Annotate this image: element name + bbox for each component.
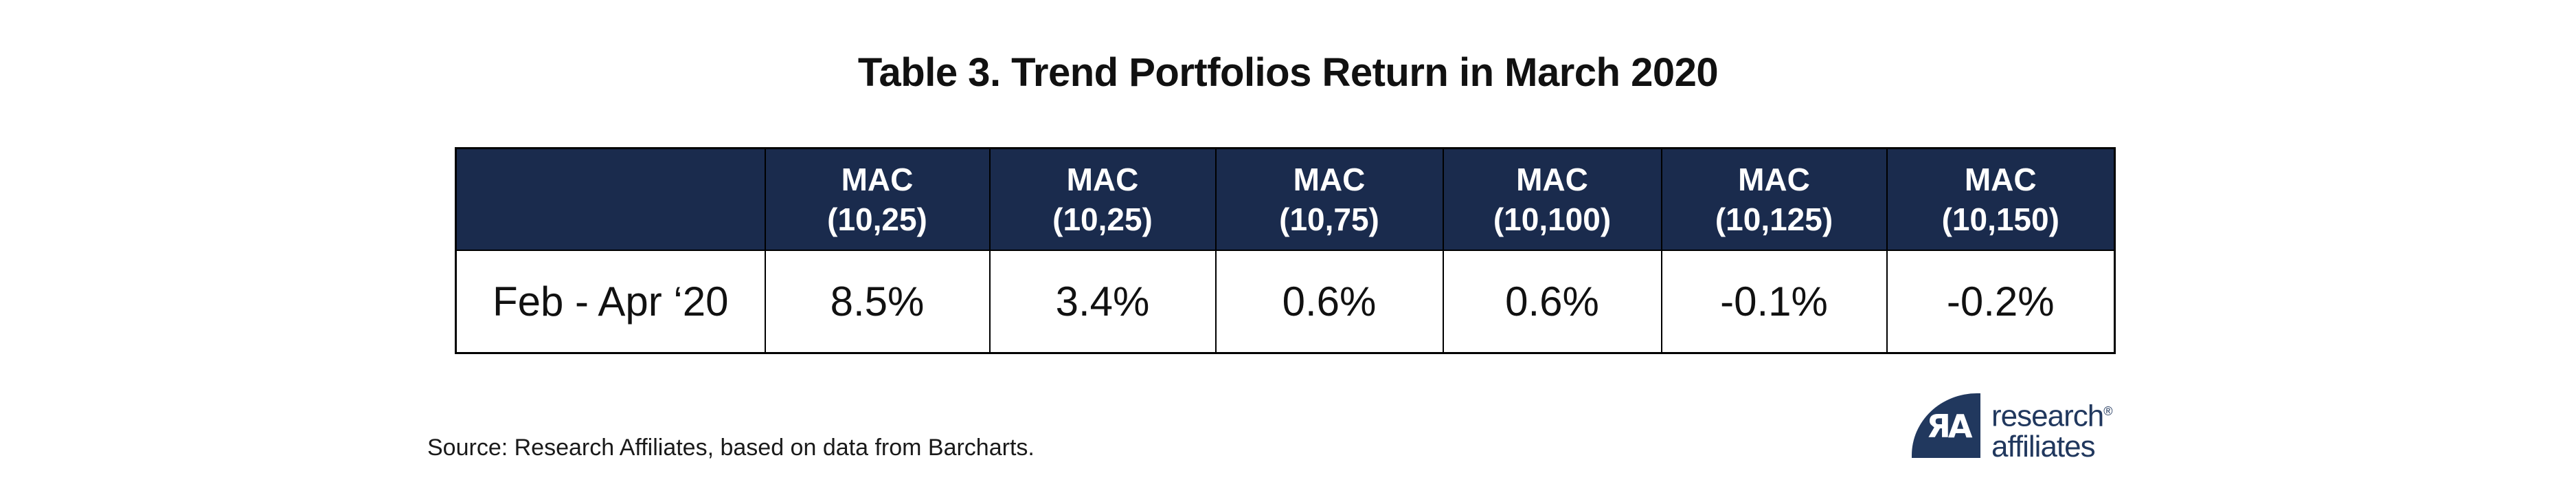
corner-cell: [455, 147, 766, 251]
return-value: -0.1%: [1660, 250, 1888, 354]
column-header: MAC (10,150): [1886, 147, 2116, 251]
column-header: MAC (10,25): [764, 147, 991, 251]
column-params: (10,125): [1715, 201, 1833, 237]
column-name: MAC: [1293, 162, 1366, 197]
column-params: (10,75): [1279, 201, 1379, 237]
column-name: MAC: [1066, 162, 1139, 197]
column-params: (10,25): [1052, 201, 1153, 237]
registered-mark-icon: ®: [2103, 404, 2113, 418]
return-value: 0.6%: [1214, 250, 1444, 354]
column-params: (10,100): [1493, 201, 1612, 237]
column-params: (10,150): [1941, 201, 2059, 237]
column-name: MAC: [1738, 162, 1810, 197]
column-header: MAC (10,100): [1442, 147, 1662, 251]
return-value: 0.6%: [1442, 250, 1662, 354]
header-row: MAC (10,25) MAC (10,25) MAC (10,75) MAC …: [455, 147, 2116, 251]
logo-line-research: research®: [1991, 396, 2112, 432]
table-row: Feb - Apr ‘20 8.5% 3.4% 0.6% 0.6% -0.1% …: [455, 250, 2116, 354]
row-label: Feb - Apr ‘20: [455, 250, 766, 354]
return-value: -0.2%: [1886, 250, 2116, 354]
logo-badge: ЯA: [1912, 393, 1980, 458]
ra-monogram-icon: ЯA: [1926, 407, 1972, 445]
column-header: MAC (10,75): [1214, 147, 1444, 251]
column-params: (10,25): [827, 201, 927, 237]
logo-wordmark: research® affiliates: [1991, 396, 2112, 462]
source-note: Source: Research Affiliates, based on da…: [427, 435, 1035, 461]
research-affiliates-logo: ЯA research® affiliates: [1912, 393, 2112, 462]
returns-table: MAC (10,25) MAC (10,25) MAC (10,75) MAC …: [455, 147, 2116, 354]
returns-table-container: MAC (10,25) MAC (10,25) MAC (10,75) MAC …: [455, 147, 2116, 354]
column-header: MAC (10,25): [988, 147, 1217, 251]
logo-word-affiliates: affiliates: [1991, 429, 2096, 463]
column-name: MAC: [1964, 162, 2037, 197]
page-title: Table 3. Trend Portfolios Return in Marc…: [857, 50, 1719, 95]
column-name: MAC: [1516, 162, 1588, 197]
column-name: MAC: [841, 162, 914, 197]
return-value: 3.4%: [988, 250, 1217, 354]
return-value: 8.5%: [764, 250, 991, 354]
logo-line-affiliates: affiliates: [1991, 429, 2112, 463]
logo-word-research: research: [1991, 399, 2104, 433]
column-header: MAC (10,125): [1660, 147, 1888, 251]
